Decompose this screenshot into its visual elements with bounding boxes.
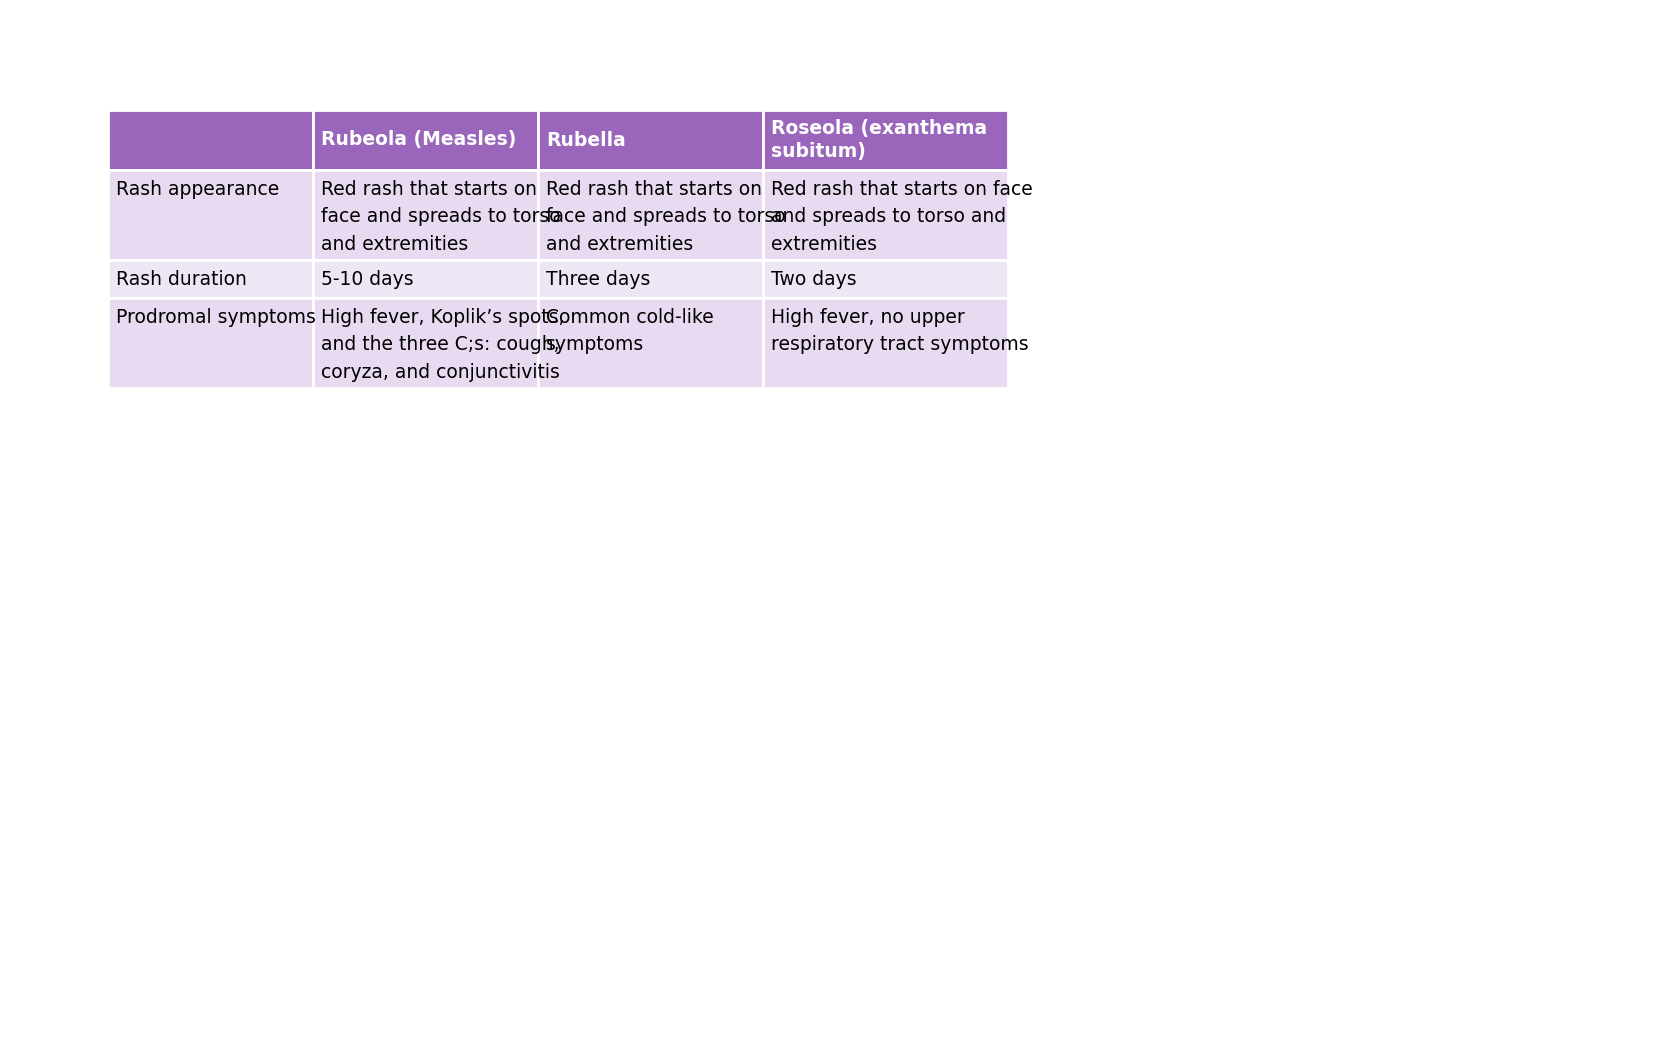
Text: Three days: Three days xyxy=(546,270,650,289)
Text: Prodromal symptoms: Prodromal symptoms xyxy=(116,308,316,327)
Bar xyxy=(313,260,538,298)
Text: Two days: Two days xyxy=(771,270,856,289)
Bar xyxy=(763,260,1008,298)
Text: Roseola (exanthema
subitum): Roseola (exanthema subitum) xyxy=(771,118,986,161)
Text: Rash appearance: Rash appearance xyxy=(116,180,280,199)
Bar xyxy=(313,110,538,170)
Bar xyxy=(538,170,763,260)
Text: Common cold-like
symptoms: Common cold-like symptoms xyxy=(546,308,713,354)
Text: Red rash that starts on
face and spreads to torso
and extremities: Red rash that starts on face and spreads… xyxy=(321,180,561,254)
Bar xyxy=(538,110,763,170)
Bar xyxy=(108,170,313,260)
Bar xyxy=(313,298,538,388)
Bar xyxy=(108,110,313,170)
Bar xyxy=(313,170,538,260)
Bar xyxy=(763,298,1008,388)
Bar xyxy=(763,110,1008,170)
Text: Rubella: Rubella xyxy=(546,130,626,149)
Bar xyxy=(108,260,313,298)
Text: High fever, Koplik’s spots,
and the three C;s: cough,
coryza, and conjunctivitis: High fever, Koplik’s spots, and the thre… xyxy=(321,308,564,382)
Bar xyxy=(763,170,1008,260)
Text: Rash duration: Rash duration xyxy=(116,270,247,289)
Bar xyxy=(538,260,763,298)
Text: 5-10 days: 5-10 days xyxy=(321,270,414,289)
Bar xyxy=(108,298,313,388)
Text: Rubeola (Measles): Rubeola (Measles) xyxy=(321,130,516,149)
Bar xyxy=(538,298,763,388)
Text: High fever, no upper
respiratory tract symptoms: High fever, no upper respiratory tract s… xyxy=(771,308,1028,354)
Text: Red rash that starts on
face and spreads to torso
and extremities: Red rash that starts on face and spreads… xyxy=(546,180,784,254)
Text: Red rash that starts on face
and spreads to torso and
extremities: Red rash that starts on face and spreads… xyxy=(771,180,1033,254)
